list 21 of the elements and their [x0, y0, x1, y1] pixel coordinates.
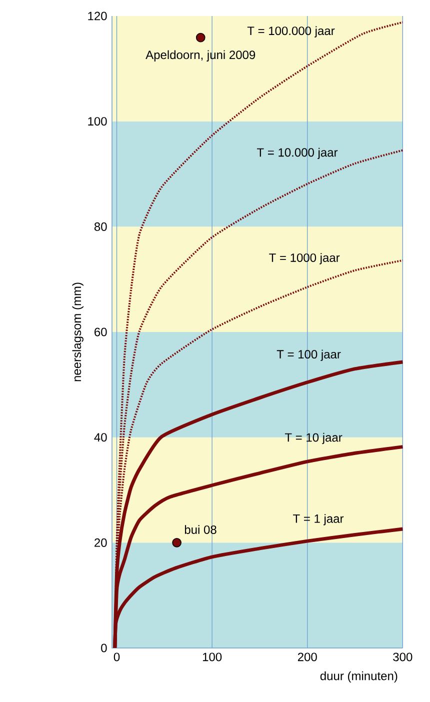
x-tick-label: 0: [114, 652, 120, 662]
series-label: T = 100.000 jaar: [247, 26, 335, 38]
y-tick-label: 80: [94, 222, 107, 231]
series-label: T = 10 jaar: [284, 432, 342, 444]
y-tick-label: 0: [101, 644, 107, 652]
x-tick-label: 200: [298, 652, 317, 662]
x-axis-title: duur (minuten): [320, 671, 398, 683]
series-label: T = 1 jaar: [293, 514, 344, 526]
series-label: T = 1000 jaar: [269, 253, 340, 264]
y-tick-label: 40: [94, 433, 107, 442]
x-tick-label: 300: [393, 652, 412, 662]
x-tick-label: 100: [202, 652, 222, 662]
y-tick-label: 100: [88, 117, 107, 126]
y-tick-label: 20: [94, 538, 107, 547]
y-tick-label: 60: [94, 328, 107, 336]
series-label: T = 100 jaar: [276, 350, 341, 361]
annotation: bui 08: [184, 525, 216, 534]
annotation: Apeldoorn, juni 2009: [146, 50, 256, 62]
y-tick-label: 120: [88, 12, 107, 20]
y-axis-title: neerslagsom (mm): [72, 282, 84, 382]
series-label: T = 10.000 jaar: [257, 148, 338, 160]
